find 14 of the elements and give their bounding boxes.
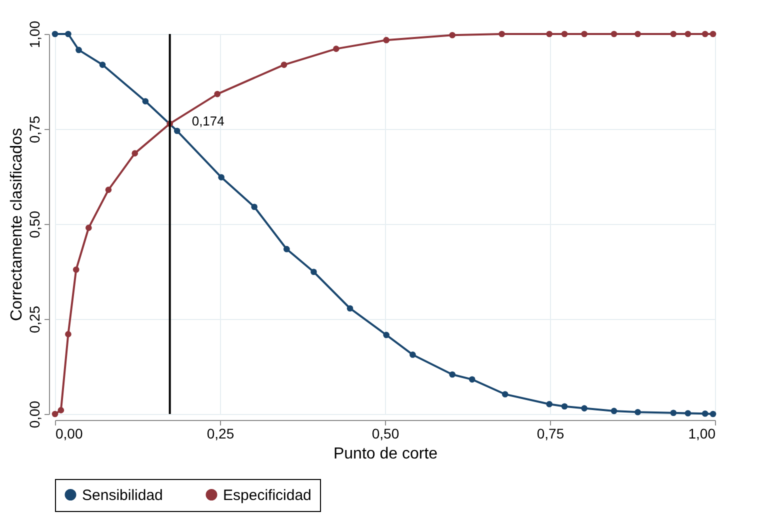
x-tick-label: 0,75 (536, 426, 564, 442)
y-tick-label: 1,00 (26, 20, 42, 48)
x-tick-label: 0,00 (56, 426, 83, 442)
x-tick-label: 1,00 (688, 426, 716, 442)
x-axis-title: Punto de corte (333, 446, 438, 462)
y-tick-label: 0,25 (26, 306, 42, 334)
legend-label: Sensibilidad (82, 486, 163, 504)
y-tick-label: 0,50 (26, 210, 42, 238)
x-tick-label: 0,25 (206, 426, 234, 442)
y-axis-title: Correctamente clasificados (8, 128, 26, 321)
ref-line-label: 0,174 (192, 113, 224, 128)
legend-label: Especificidad (223, 486, 312, 504)
x-tick-label: 0,50 (372, 426, 400, 442)
y-tick-label: 0,75 (26, 116, 42, 144)
